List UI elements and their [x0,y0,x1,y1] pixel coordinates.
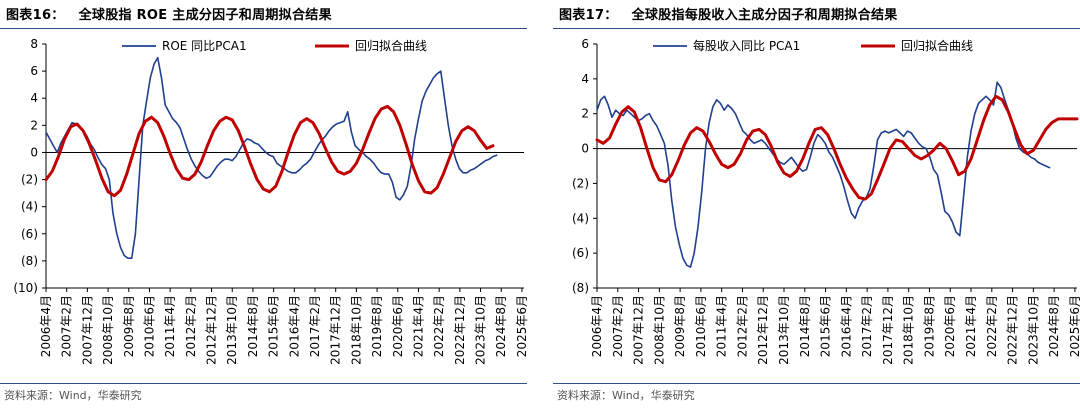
figure-title-text: 全球股指 ROE 主成分因子和周期拟合结果 [78,8,332,23]
y-tick-label: 2 [30,118,38,132]
x-tick-label: 2022年2月 [432,295,446,357]
x-tick-label: 2020年6月 [391,295,405,357]
y-tick-label: (2) [21,173,38,187]
x-tick-label: 2022年12月 [453,295,467,365]
x-tick-label: 2014年8月 [798,295,812,357]
x-tick-label: 2018年10月 [349,295,363,365]
source-note: 资料来源：Wind，华泰研究 [557,389,695,402]
x-tick-label: 2023年10月 [1026,295,1040,365]
figure-title: 图表16： 全球股指 ROE 主成分因子和周期拟合结果 [6,4,332,23]
x-tick-label: 2024年8月 [1047,295,1061,357]
pca-series-line [596,81,1051,268]
x-tick-label: 2016年4月 [839,295,853,357]
x-tick-label: 2024年8月 [494,295,508,357]
y-tick-label: 6 [581,37,589,51]
x-tick-label: 2022年2月 [985,295,999,357]
x-tick-label: 2020年6月 [943,295,957,357]
x-tick-label: 2012年2月 [735,295,749,357]
revenue-per-share-pca-line-chart: 6 4 2 0 (2) (4) (6) (8)2006年4月 2007年2月 2007年12月 20… [572,37,1080,365]
x-tick-label: 2007年12月 [80,295,94,365]
x-tick-label: 2007年2月 [60,295,74,357]
x-tick-label: 2013年10月 [777,295,791,365]
source-rule [0,383,527,384]
x-tick-label: 2006年4月 [590,295,604,357]
y-tick-label: 4 [581,72,589,86]
x-tick-label: 2010年6月 [142,295,156,357]
y-tick-label: (8) [572,281,589,295]
y-tick-label: 4 [30,91,38,105]
figure-number: 图表16： [6,8,65,23]
y-tick-label: (8) [21,254,38,268]
x-tick-label: 2025年6月 [515,295,529,357]
y-tick-label: 6 [30,64,38,78]
x-tick-label: 2012年12月 [756,295,770,365]
legend-label: 每股收入同比 PCA1 [693,38,800,53]
x-tick-label: 2017年12月 [881,295,895,365]
x-tick-label: 2022年12月 [1006,295,1020,365]
x-tick-label: 2019年8月 [370,295,384,357]
y-tick-label: (2) [572,176,589,190]
figure-16-panel: 图表16： 全球股指 ROE 主成分因子和周期拟合结果 8 6 4 2 0 (2) (4) (6… [0,0,529,408]
y-tick-label: 0 [30,145,38,159]
x-tick-label: 2025年6月 [1068,295,1080,357]
y-tick-label: (4) [21,200,38,214]
pca-series-line [45,56,498,259]
x-tick-label: 2016年4月 [287,295,301,357]
x-tick-label: 2019年8月 [922,295,936,357]
y-tick-label: (6) [21,227,38,241]
x-tick-label: 2011年4月 [715,295,729,357]
y-tick-label: (4) [572,211,589,225]
x-tick-label: 2009年8月 [673,295,687,357]
figure-title: 图表17： 全球股指每股收入主成分因子和周期拟合结果 [559,4,898,23]
figure-17-panel: 图表17： 全球股指每股收入主成分因子和周期拟合结果 6 4 2 0 (2) (4) (6) (… [553,0,1080,408]
x-tick-label: 2018年10月 [902,295,916,365]
x-tick-label: 2015年6月 [267,295,281,357]
y-tick-label: (6) [572,246,589,260]
x-tick-label: 2017年12月 [329,295,343,365]
x-tick-label: 2007年12月 [632,295,646,365]
figure-title-text: 全球股指每股收入主成分因子和周期拟合结果 [631,8,898,23]
x-tick-label: 2008年10月 [101,295,115,365]
x-tick-label: 2013年10月 [225,295,239,365]
legend-label: 回归拟合曲线 [355,38,427,53]
title-rule [553,28,1080,29]
x-tick-label: 2007年2月 [611,295,625,357]
x-tick-label: 2009年8月 [122,295,136,357]
x-tick-label: 2017年2月 [860,295,874,357]
x-tick-label: 2015年6月 [819,295,833,357]
x-tick-label: 2014年8月 [246,295,260,357]
x-tick-label: 2023年10月 [474,295,488,365]
x-tick-label: 2006年4月 [39,295,53,357]
title-rule [0,28,527,29]
y-tick-label: 0 [581,142,589,156]
y-tick-label: 8 [30,37,38,51]
x-tick-label: 2011年4月 [163,295,177,357]
y-tick-label: 2 [581,107,589,121]
x-tick-label: 2010年6月 [694,295,708,357]
figure-number: 图表17： [559,8,618,23]
x-tick-label: 2012年12月 [205,295,219,365]
fitted-curve-line [44,104,495,198]
roe-pca-line-chart: 8 6 4 2 0 (2) (4) (6) (8) (10)2006年4月 2007年2月 2007年… [13,37,529,365]
x-tick-label: 2021年4月 [964,295,978,357]
x-tick-label: 2008年10月 [652,295,666,365]
source-rule [553,383,1080,384]
source-note: 资料来源：Wind，华泰研究 [4,389,142,402]
fitted-curve-line [595,94,1079,201]
y-tick-label: (10) [13,281,38,295]
x-tick-label: 2012年2月 [184,295,198,357]
x-tick-label: 2021年4月 [411,295,425,357]
x-tick-label: 2017年2月 [308,295,322,357]
legend-label: ROE 同比PCA1 [162,39,247,53]
legend-label: 回归拟合曲线 [901,38,973,53]
